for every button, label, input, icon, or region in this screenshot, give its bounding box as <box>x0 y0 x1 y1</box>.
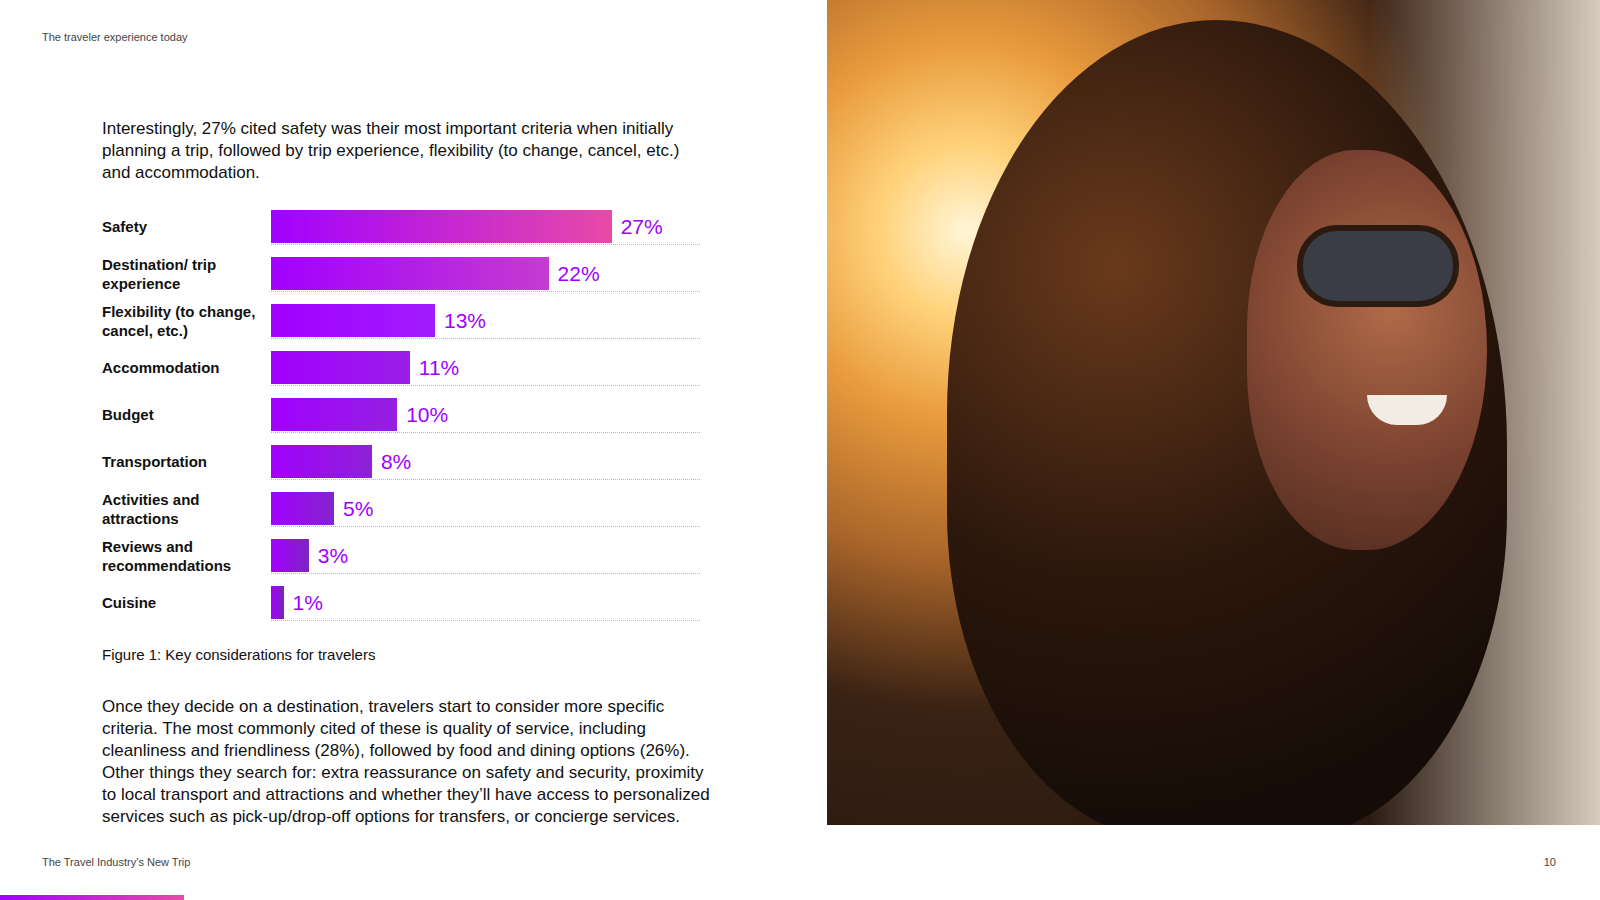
data-label: 22% <box>558 257 600 290</box>
bar <box>271 304 435 337</box>
data-label: 3% <box>318 539 348 572</box>
bar <box>271 351 410 384</box>
page-number: 10 <box>1544 856 1556 868</box>
intro-paragraph: Interestingly, 27% cited safety was thei… <box>102 118 702 184</box>
row-gridline <box>271 244 700 245</box>
data-label: 11% <box>419 351 459 384</box>
row-gridline <box>271 479 700 480</box>
category-label: Activities and attractions <box>102 492 267 525</box>
header: The traveler experience today <box>42 31 188 43</box>
bar <box>271 586 284 619</box>
plot-area <box>271 208 700 635</box>
category-label: Destination/ trip experience <box>102 257 267 290</box>
category-label: Flexibility (to change, cancel, etc.) <box>102 304 267 337</box>
data-label: 5% <box>343 492 373 525</box>
category-label: Transportation <box>102 445 267 478</box>
data-label: 13% <box>444 304 486 337</box>
data-label: 1% <box>293 586 323 619</box>
data-label: 8% <box>381 445 411 478</box>
category-label: Accommodation <box>102 351 267 384</box>
bar <box>271 539 309 572</box>
footer: The Travel Industry’s New Trip <box>42 856 190 868</box>
row-gridline <box>271 291 700 292</box>
row-gridline <box>271 573 700 574</box>
chart-title: Figure 1: Key considerations for travele… <box>102 646 375 663</box>
footer-accent <box>0 895 184 900</box>
category-label: Safety <box>102 210 267 243</box>
bar <box>271 492 334 525</box>
row-gridline <box>271 385 700 386</box>
row-gridline <box>271 338 700 339</box>
bar <box>271 257 549 290</box>
data-label: 27% <box>621 210 663 243</box>
category-label: Budget <box>102 398 267 431</box>
category-label: Cuisine <box>102 586 267 619</box>
body-paragraph: Once they decide on a destination, trave… <box>102 696 712 828</box>
bar <box>271 398 397 431</box>
row-gridline <box>271 620 700 621</box>
row-gridline <box>271 526 700 527</box>
photo-face <box>1247 150 1487 550</box>
photo-glasses <box>1297 225 1459 307</box>
row-gridline <box>271 432 700 433</box>
photo <box>827 0 1600 825</box>
bar <box>271 445 372 478</box>
category-label: Reviews and recommendations <box>102 539 267 572</box>
data-label: 10% <box>406 398 448 431</box>
bar <box>271 210 612 243</box>
